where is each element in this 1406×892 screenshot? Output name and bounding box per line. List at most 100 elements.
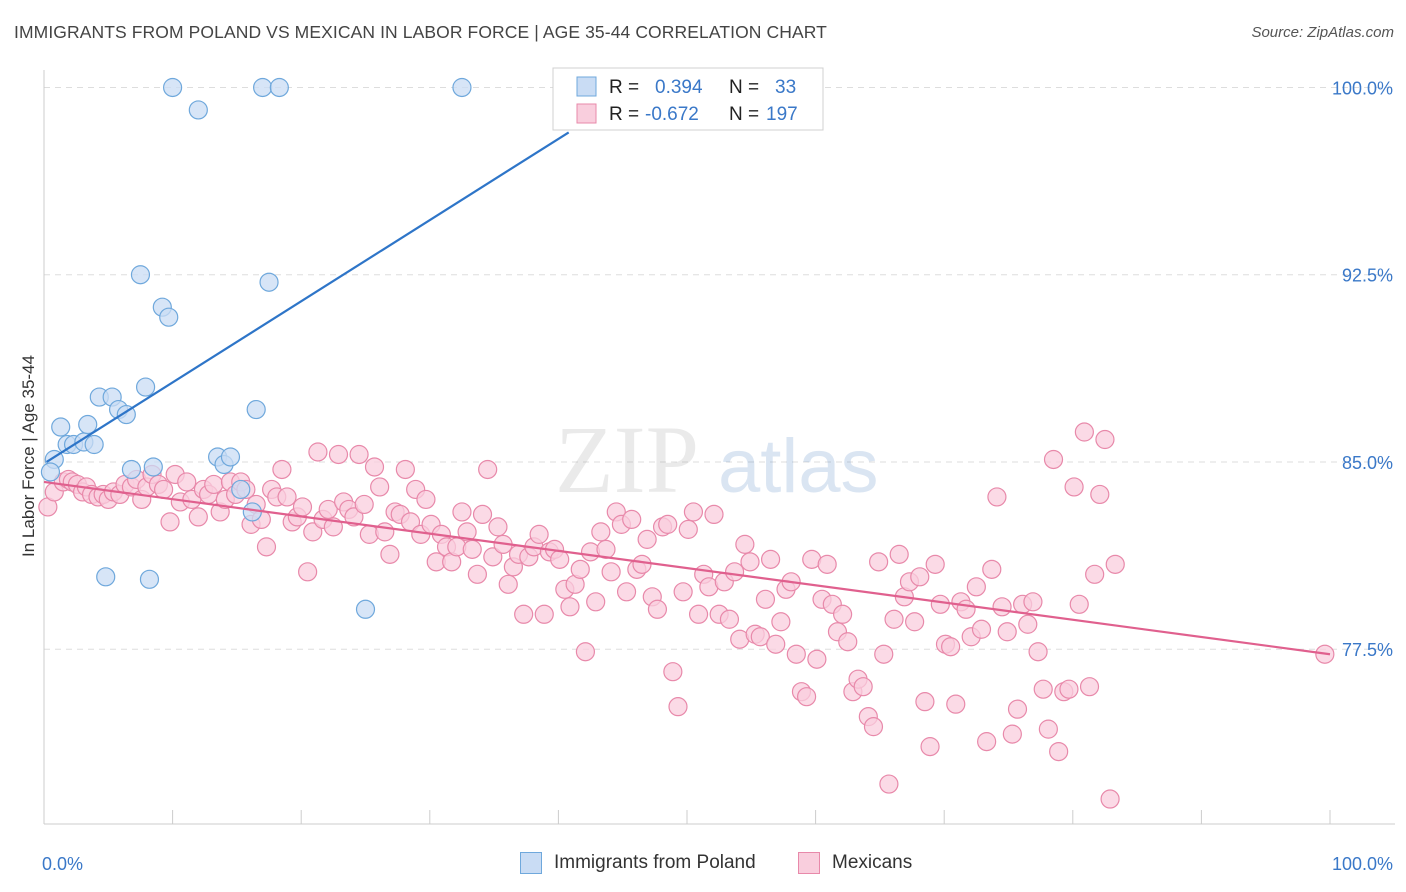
mexicans-point bbox=[308, 442, 328, 462]
mexicans-point bbox=[1002, 724, 1022, 744]
mexicans-point bbox=[863, 717, 884, 737]
mexicans-point bbox=[457, 522, 477, 542]
mexicans-point bbox=[1090, 484, 1110, 505]
mexicans-point bbox=[766, 634, 786, 654]
poland-point bbox=[96, 567, 116, 587]
mexicans-point bbox=[292, 497, 313, 517]
mexicans-point bbox=[941, 637, 961, 657]
mexicans-point bbox=[256, 537, 277, 557]
mexicans-point bbox=[982, 559, 1002, 579]
mexicans-point bbox=[375, 522, 395, 542]
mexicans-point bbox=[683, 502, 704, 522]
mexicans-point bbox=[704, 504, 724, 525]
mexicans-point bbox=[719, 609, 740, 629]
mexicans-point bbox=[354, 494, 374, 515]
bottom-legend-poland: Immigrants from Poland bbox=[520, 852, 756, 874]
mexicans-point bbox=[560, 597, 580, 617]
mexicans-point bbox=[298, 562, 318, 582]
mexicans-point bbox=[550, 549, 570, 569]
mexicans-point bbox=[817, 554, 837, 574]
y-tick-labels: 77.5% 85.0% 92.5% 100.0% bbox=[1332, 78, 1393, 660]
mexicans-point bbox=[786, 644, 806, 664]
mexicans-point bbox=[946, 694, 966, 714]
poland-point bbox=[246, 399, 266, 420]
mexicans-point bbox=[328, 444, 349, 465]
y-tick-label: 77.5% bbox=[1342, 640, 1393, 660]
mexicans-point bbox=[488, 517, 508, 537]
poland-point bbox=[143, 457, 163, 477]
y-tick-label: 92.5% bbox=[1342, 266, 1393, 286]
mexicans-point bbox=[529, 524, 549, 544]
mexicans-point bbox=[750, 627, 770, 647]
mexicans-point bbox=[204, 474, 224, 495]
x-tick-labels: 0.0% 100.0% bbox=[42, 854, 1393, 874]
poland-point bbox=[139, 569, 160, 589]
data-points bbox=[38, 77, 1335, 809]
mexicans-point bbox=[905, 612, 925, 632]
poland-point bbox=[121, 459, 142, 480]
mexicans-point bbox=[1085, 564, 1105, 584]
mexicans-point bbox=[724, 562, 745, 582]
mexicans-point bbox=[910, 567, 930, 587]
grid-lines bbox=[44, 86, 1395, 650]
mexicans-trend-line bbox=[43, 480, 1331, 656]
mexicans-point bbox=[853, 677, 873, 697]
mexicans-point bbox=[483, 547, 503, 567]
poland-point bbox=[355, 599, 376, 619]
poland-point bbox=[220, 447, 241, 467]
mexicans-point bbox=[586, 592, 606, 612]
poland-point bbox=[84, 434, 104, 455]
mexicans-point bbox=[177, 472, 197, 492]
chart-title: IMMIGRANTS FROM POLAND VS MEXICAN IN LAB… bbox=[14, 22, 827, 42]
mexicans-point bbox=[277, 487, 297, 507]
mexicans-point bbox=[622, 509, 642, 530]
mexicans-point bbox=[1095, 429, 1115, 450]
mexicans-point bbox=[318, 499, 338, 520]
mexicans-point bbox=[668, 697, 688, 717]
poland-trend-line bbox=[45, 131, 570, 463]
mexicans-point bbox=[349, 444, 369, 465]
mexicans-point bbox=[771, 612, 791, 632]
mexicans-point bbox=[977, 732, 997, 752]
mexicans-point bbox=[575, 642, 596, 662]
poland-point bbox=[253, 77, 273, 98]
watermark-zip: ZIP bbox=[555, 406, 699, 513]
bottom-legend-label-poland: Immigrants from Poland bbox=[554, 852, 756, 873]
y-tick-label: 85.0% bbox=[1342, 453, 1393, 473]
mexicans-point bbox=[658, 514, 678, 534]
mexicans-point bbox=[663, 662, 683, 682]
bottom-legend-swatch-mexicans bbox=[798, 852, 820, 874]
mexicans-point bbox=[796, 687, 817, 707]
mexicans-point bbox=[1028, 642, 1048, 662]
mexicans-point bbox=[760, 549, 781, 569]
mexicans-point bbox=[370, 477, 390, 497]
poland-point bbox=[452, 77, 472, 98]
axes bbox=[43, 70, 1395, 825]
mexicans-point bbox=[915, 692, 935, 712]
mexicans-point bbox=[838, 632, 858, 652]
bottom-legend-label-mexicans: Mexicans bbox=[832, 852, 913, 873]
mexicans-point bbox=[966, 577, 986, 597]
mexicans-point bbox=[925, 554, 945, 574]
mexicans-point bbox=[153, 479, 174, 500]
mexicans-point bbox=[380, 544, 400, 564]
mexicans-point bbox=[1079, 677, 1100, 697]
mexicans-point bbox=[647, 599, 668, 619]
poland-point bbox=[130, 265, 151, 285]
mexicans-point bbox=[869, 552, 889, 572]
mexicans-point bbox=[956, 599, 976, 619]
poland-point bbox=[51, 417, 71, 437]
poland-point bbox=[159, 307, 179, 327]
mexicans-point bbox=[596, 539, 616, 559]
poland-point bbox=[269, 77, 289, 98]
poland-point bbox=[40, 462, 61, 482]
mexicans-point bbox=[1069, 594, 1089, 614]
mexicans-point bbox=[1059, 679, 1079, 699]
watermark-atlas: atlas bbox=[718, 424, 879, 509]
trend-lines bbox=[43, 131, 1331, 656]
mexicans-point bbox=[1074, 422, 1094, 442]
x-tick-label: 0.0% bbox=[42, 854, 83, 874]
mexicans-point bbox=[472, 504, 493, 525]
mexicans-point bbox=[987, 487, 1007, 507]
